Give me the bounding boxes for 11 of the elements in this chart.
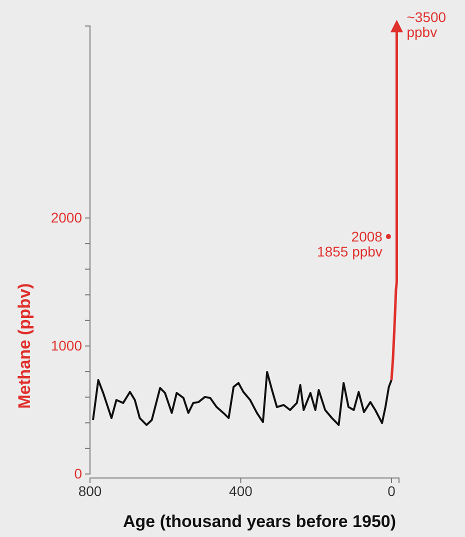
y-axis-title: Methane (ppbv) — [15, 283, 34, 409]
y-tick-label: 2000 — [50, 209, 82, 226]
y-tick-label: 0 — [74, 465, 82, 482]
x-tick-label: 0 — [388, 482, 396, 499]
x-axis-title: Age (thousand years before 1950) — [122, 512, 396, 531]
y-tick-label: 1000 — [50, 337, 82, 354]
x-tick-label: 800 — [78, 482, 102, 499]
x-tick-label: 400 — [229, 482, 253, 499]
annotation: 2008 1855 ppbv — [317, 228, 383, 260]
annotation: ~3500 ppbv — [406, 9, 446, 40]
line-series — [92, 370, 392, 426]
